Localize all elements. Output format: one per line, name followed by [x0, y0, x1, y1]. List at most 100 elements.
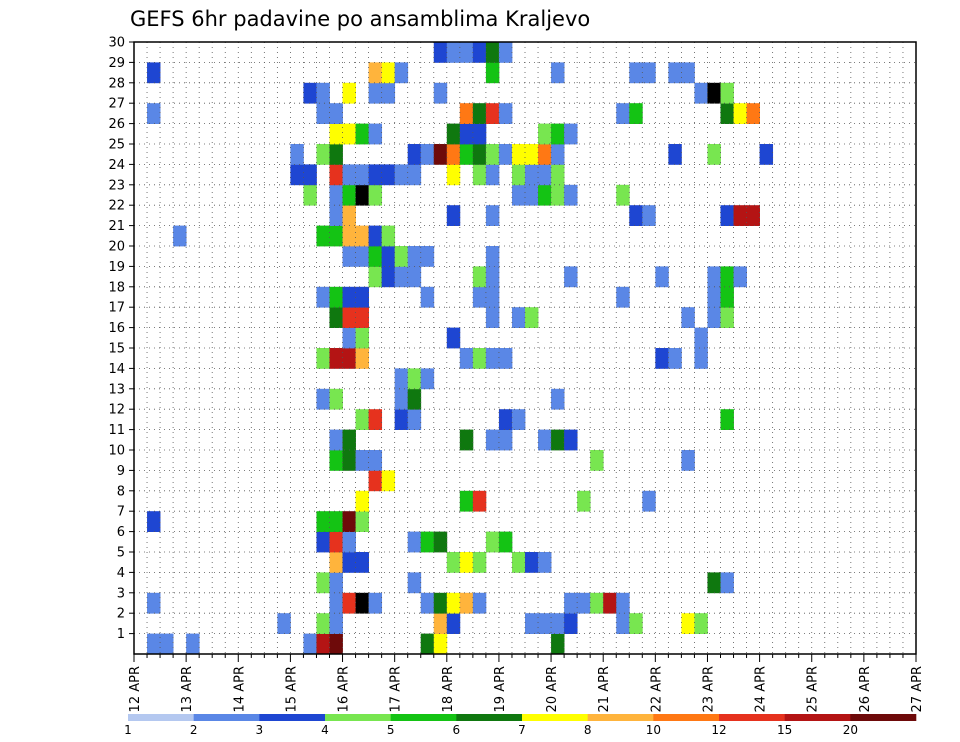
- heatmap-cell: [342, 123, 356, 145]
- colorbar-segment: [390, 714, 457, 721]
- heatmap-cell: [759, 144, 774, 165]
- heatmap-cell: [355, 592, 369, 614]
- heatmap-cell: [329, 613, 343, 634]
- heatmap-cell: [433, 613, 448, 634]
- heatmap-cell: [329, 450, 343, 471]
- heatmap-cell: [577, 592, 591, 614]
- x-tick-label: 12 APR: [128, 666, 143, 712]
- x-tick-label: 23 APR: [701, 666, 716, 712]
- heatmap-cell: [603, 592, 617, 614]
- heatmap-cell: [707, 307, 721, 328]
- heatmap-cell: [446, 164, 461, 186]
- heatmap-cell: [381, 470, 396, 492]
- heatmap-cell: [446, 613, 461, 634]
- heatmap-cell: [564, 123, 578, 145]
- heatmap-cell: [342, 592, 356, 614]
- heatmap-cell: [303, 82, 317, 104]
- heatmap-cell: [472, 42, 487, 63]
- y-tick-label: 27: [108, 97, 125, 112]
- grid-lines: [134, 42, 916, 654]
- heatmap-cell: [316, 348, 330, 369]
- heatmap-cell: [616, 286, 630, 308]
- heatmap-cell: [459, 490, 474, 512]
- heatmap-cell: [368, 266, 383, 288]
- heatmap-cell: [355, 184, 369, 206]
- heatmap-cell: [485, 205, 500, 226]
- heatmap-cell: [485, 307, 500, 328]
- heatmap-cell: [342, 82, 356, 104]
- heatmap-cell: [642, 205, 656, 226]
- heatmap-cell: [446, 123, 461, 145]
- heatmap-cell: [551, 144, 565, 165]
- heatmap-cell: [355, 450, 369, 471]
- heatmap-cell: [511, 409, 526, 430]
- heatmap-cell: [551, 62, 565, 84]
- colorbar-segment: [719, 714, 785, 721]
- heatmap-cell: [538, 144, 552, 165]
- heatmap-cell: [525, 144, 539, 165]
- heatmap-cell: [433, 531, 448, 553]
- heatmap-cell: [525, 164, 539, 186]
- heatmap-cell: [329, 225, 343, 247]
- heatmap-cell: [160, 633, 174, 655]
- y-tick-label: 28: [108, 76, 125, 91]
- heatmap-cell: [590, 450, 604, 471]
- x-tick-label: 26 APR: [858, 666, 873, 712]
- heatmap-cell: [746, 205, 760, 226]
- heatmap-cell: [433, 144, 448, 165]
- heatmap-cell: [381, 266, 396, 288]
- heatmap-cell: [316, 82, 330, 104]
- heatmap-cell: [329, 144, 343, 165]
- y-tick-label: 7: [117, 505, 125, 520]
- heatmap-cell: [720, 409, 734, 430]
- heatmap-cell: [720, 82, 734, 104]
- heatmap-cell: [485, 429, 500, 451]
- heatmap-cell: [147, 103, 161, 124]
- y-tick-label: 25: [108, 138, 125, 153]
- heatmap-cell: [485, 164, 500, 186]
- y-tick-label: 16: [108, 321, 125, 336]
- heatmap-cell: [316, 144, 330, 165]
- heatmap-cell: [394, 246, 409, 267]
- heatmap-cell: [316, 613, 330, 634]
- heatmap-cell: [472, 164, 487, 186]
- heatmap-cell: [472, 552, 487, 573]
- heatmap-cell: [368, 123, 383, 145]
- heatmap-cell: [538, 552, 552, 573]
- heatmap-cell: [290, 144, 304, 165]
- heatmap-cell: [368, 450, 383, 471]
- heatmap-cell: [707, 572, 721, 594]
- heatmap-cell: [186, 633, 200, 655]
- heatmap-cell: [420, 144, 435, 165]
- heatmap-cell: [342, 286, 356, 308]
- x-tick-label: 27 APR: [910, 666, 925, 712]
- heatmap-cell: [551, 613, 565, 634]
- heatmap-cell: [147, 62, 161, 84]
- colorbar-label: 12: [711, 723, 726, 737]
- heatmap-cell: [368, 470, 383, 492]
- heatmap-cell: [459, 123, 474, 145]
- heatmap-cell: [538, 429, 552, 451]
- heatmap-cell: [329, 552, 343, 573]
- y-tick-label: 12: [108, 403, 125, 418]
- heatmap-cell: [551, 184, 565, 206]
- heatmap-cell: [446, 144, 461, 165]
- heatmap-cell: [355, 307, 369, 328]
- heatmap-cell: [629, 62, 643, 84]
- heatmap-cell: [485, 144, 500, 165]
- heatmap-cell: [381, 82, 396, 104]
- heatmap-cell: [498, 42, 513, 63]
- heatmap-cell: [485, 266, 500, 288]
- heatmap-cell: [329, 307, 343, 328]
- heatmap-cell: [616, 613, 630, 634]
- y-tick-label: 22: [108, 199, 125, 214]
- heatmap-cell: [368, 246, 383, 267]
- heatmap-cell: [485, 42, 500, 63]
- y-tick-label: 20: [108, 240, 125, 255]
- heatmap-cell: [564, 266, 578, 288]
- heatmap-cell: [694, 613, 708, 634]
- heatmap-cell: [355, 225, 369, 247]
- heatmap-cell: [551, 123, 565, 145]
- heatmap-cell: [551, 633, 565, 655]
- heatmap-cell: [694, 327, 708, 349]
